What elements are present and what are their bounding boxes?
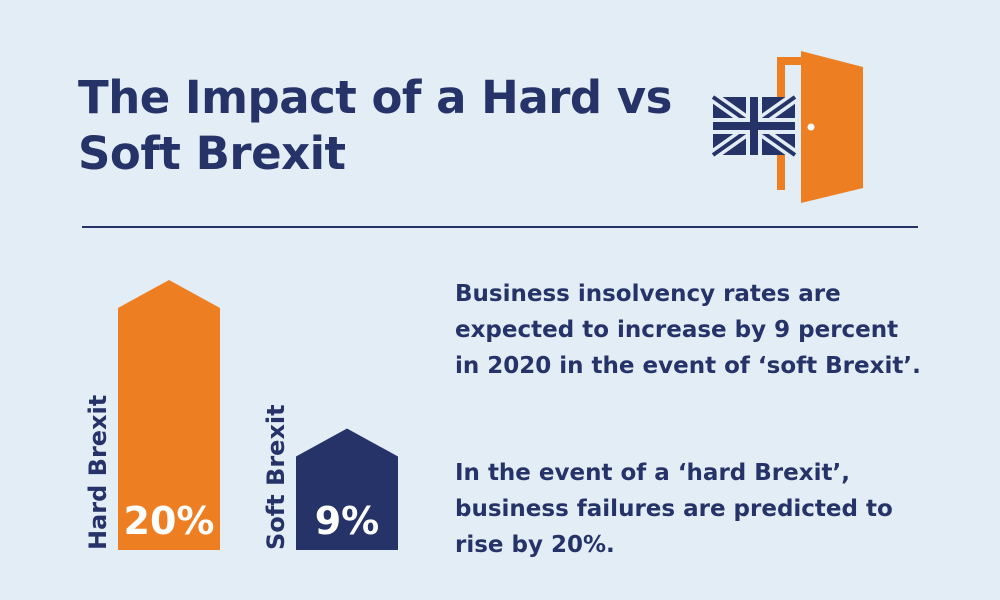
page-title: The Impact of a Hard vs Soft Brexit — [78, 71, 672, 180]
divider — [82, 226, 918, 228]
bar-hard-brexit — [118, 280, 220, 550]
category-label-hard-brexit: Hard Brexit — [84, 395, 112, 550]
value-label-hard-brexit: 20% — [124, 499, 215, 543]
hard-brexit-paragraph: In the event of a ‘hard Brexit’, busines… — [455, 460, 893, 558]
bar-soft-brexit — [296, 428, 398, 550]
brexit-illustration — [709, 51, 863, 203]
value-label-soft-brexit: 9% — [315, 499, 380, 543]
bar-chart: 20% Hard Brexit 9% Soft Brexit — [84, 280, 398, 550]
union-jack-flag-icon — [709, 92, 799, 160]
insolvency-paragraph: Business insolvency rates are expected t… — [455, 281, 921, 379]
category-label-soft-brexit: Soft Brexit — [262, 404, 290, 550]
